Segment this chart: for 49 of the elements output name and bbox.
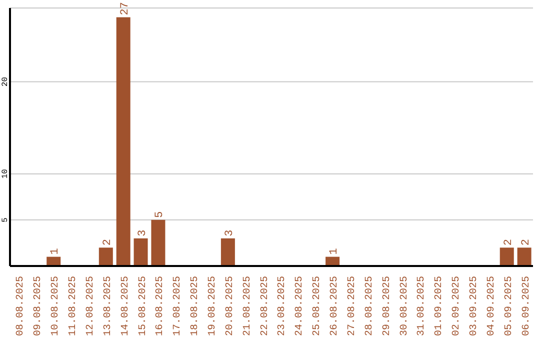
data-label: 3: [224, 230, 236, 236]
x-tick-label: 15.08.2025: [138, 276, 149, 336]
x-tick-label: 13.08.2025: [102, 276, 114, 336]
x-tick-label: 03.09.2025: [468, 276, 480, 336]
y-tick-label: 5: [1, 217, 10, 222]
data-label: 3: [136, 230, 149, 236]
x-tick-label: 18.08.2025: [190, 276, 202, 336]
x-tick-label: 22.08.2025: [260, 276, 271, 336]
x-tick-label: 02.09.2025: [452, 276, 463, 336]
bar: [500, 248, 514, 266]
bar: [134, 238, 148, 266]
x-tick-label: 14.08.2025: [120, 276, 132, 336]
x-tick-label: 01.09.2025: [434, 276, 446, 336]
x-tick-label: 11.08.2025: [68, 276, 80, 336]
x-tick-label: 31.08.2025: [416, 276, 428, 336]
data-label: 1: [328, 248, 341, 255]
x-tick-label: 21.08.2025: [242, 276, 254, 336]
bar: [98, 248, 113, 266]
x-tick-label: 28.08.2025: [364, 276, 376, 336]
x-tick-label: 19.08.2025: [207, 276, 218, 336]
x-tick-label: 29.08.2025: [382, 276, 393, 336]
x-tick-label: 04.09.2025: [486, 276, 498, 336]
x-tick-label: 25.08.2025: [312, 276, 324, 336]
x-tick-label: 12.08.2025: [85, 276, 96, 336]
bar: [116, 17, 130, 266]
x-tick-label: 24.08.2025: [294, 276, 306, 336]
bar: [151, 220, 166, 266]
data-label: 1: [50, 248, 62, 255]
x-tick-label: 17.08.2025: [172, 276, 184, 336]
data-label: 27: [119, 2, 132, 16]
bar: [220, 238, 235, 266]
data-label: 2: [520, 238, 532, 246]
data-label: 5: [154, 211, 166, 218]
y-tick-label: 10: [1, 168, 10, 179]
bar: [517, 248, 532, 266]
x-tick-label: 30.08.2025: [399, 276, 410, 336]
x-tick-label: 10.08.2025: [50, 276, 62, 336]
x-tick-label: 08.08.2025: [16, 276, 27, 336]
y-tick-label: 20: [1, 76, 10, 87]
x-tick-label: 23.08.2025: [277, 276, 288, 336]
x-tick-label: 26.08.2025: [330, 276, 341, 336]
data-label: 2: [502, 238, 515, 246]
data-label: 2: [102, 238, 114, 246]
x-tick-label: 05.09.2025: [504, 276, 515, 336]
x-tick-label: 09.08.2025: [33, 276, 44, 336]
x-tick-label: 16.08.2025: [155, 276, 166, 336]
x-tick-label: 20.08.2025: [224, 276, 236, 336]
x-tick-label: 06.09.2025: [521, 276, 532, 336]
x-tick-label: 27.08.2025: [346, 276, 358, 336]
